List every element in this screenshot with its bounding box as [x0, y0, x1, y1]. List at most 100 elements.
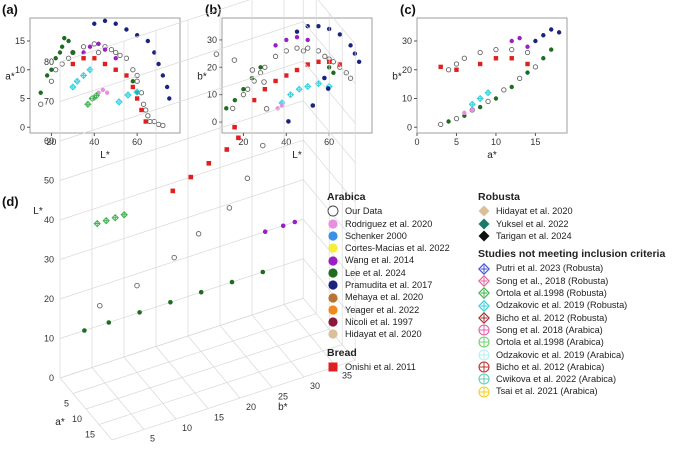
x-axis-label: L*: [292, 150, 302, 161]
legend-marker-icon: [478, 218, 490, 230]
legend-item-label: Ortola et al.1998 (Arabica): [496, 337, 604, 348]
series-onishi-et-al-2011: [170, 124, 241, 194]
data-point: [280, 223, 286, 229]
series-pramudita-et-al-2017: [92, 18, 172, 101]
z-tick-label: 60: [44, 136, 54, 146]
data-point: [493, 46, 499, 53]
legend-item: Lee et al. 2024: [327, 267, 450, 279]
y-tick-label: 30: [310, 381, 320, 391]
data-point: [106, 320, 112, 325]
data-point: [476, 94, 484, 103]
data-point-cross: [288, 92, 293, 97]
series-wang-et-al-2014: [273, 34, 310, 48]
legend-item-label: Lee et al. 2024: [345, 267, 406, 278]
data-point: [295, 85, 303, 93]
data-point-cross: [305, 84, 310, 89]
data-point: [130, 79, 136, 84]
data-point: [111, 214, 119, 222]
data-point: [240, 92, 247, 98]
data-point: [140, 101, 147, 107]
data-point: [188, 174, 194, 180]
y-tick-label: 20: [246, 402, 256, 412]
legend-item: Yeager et al. 2022: [327, 304, 450, 316]
x-tick-label: 5: [454, 137, 459, 147]
legend-marker-icon: [478, 274, 490, 287]
data-point: [87, 44, 93, 49]
legend-item-label: Nicoli et al. 1997: [345, 316, 413, 327]
y-axis-label: b*: [197, 72, 207, 83]
data-point-cross: [134, 89, 140, 95]
z-tick-label: 10: [44, 334, 54, 344]
legend-item-label: Pramudita et al. 2017: [345, 280, 433, 291]
legend-item-label: Tarigan et al. 2024: [496, 230, 572, 241]
panel-a: 20 40 60 0 5 10 15 L* a*: [5, 17, 181, 161]
data-point: [453, 115, 460, 122]
data-point: [230, 105, 236, 112]
data-point: [198, 289, 204, 295]
data-point: [305, 37, 310, 43]
panel-label: (d): [2, 194, 19, 209]
data-point: [549, 47, 554, 52]
data-point: [151, 118, 157, 125]
legend-item: Bicho et al. 2012 (Arabica): [478, 361, 665, 373]
y-axis-label: a*: [5, 72, 15, 83]
legend-item: Ortola et al.1998 (Arabica): [478, 336, 665, 348]
data-point: [113, 67, 118, 72]
data-point: [509, 56, 514, 61]
legend-item-label: Hidayat et al. 2020: [496, 206, 573, 217]
x-tick-label: 0: [414, 137, 419, 147]
data-point: [130, 67, 136, 73]
data-point: [244, 175, 251, 182]
legend-item-label: Odzakovic et al. 2019 (Robusta): [496, 300, 628, 311]
legend-item: Tsai et al. 2021 (Arabica): [478, 385, 665, 398]
legend-marker-icon: [478, 230, 490, 242]
data-point: [468, 100, 476, 108]
y-tick-label: 10: [182, 423, 192, 433]
data-point: [477, 49, 483, 56]
series-lee-et-al-2024: [38, 35, 140, 95]
legend-marker-icon: [328, 280, 338, 290]
legend-item-label: Rodriguez et al. 2020: [345, 218, 433, 229]
data-point-cross: [81, 73, 86, 78]
legend-marker-icon: [478, 262, 490, 275]
series-pramudita-et-al-2017: [294, 24, 362, 65]
y-tick-label: 15: [214, 413, 224, 423]
data-point: [485, 98, 491, 105]
grid-line: [59, 297, 304, 379]
data-point-cross: [121, 212, 127, 218]
data-point-cross: [477, 96, 483, 101]
y-tick-label: 35: [342, 371, 352, 381]
y-tick-label: 20: [207, 62, 217, 72]
data-point: [294, 45, 300, 51]
data-point: [261, 79, 267, 85]
legend-group-title: Studies not meeting inclusion criteria: [478, 248, 666, 261]
data-point: [70, 61, 76, 67]
legend-item-label: Wang et al. 2014: [345, 255, 415, 266]
data-point: [273, 78, 278, 84]
data-point: [525, 70, 530, 75]
data-point: [156, 61, 161, 67]
data-point: [81, 56, 86, 61]
legend-item: Tarigan et al. 2024: [478, 230, 665, 242]
data-point: [325, 86, 331, 91]
legend-marker-icon: [328, 243, 338, 253]
data-point: [38, 90, 43, 95]
data-point: [82, 328, 87, 333]
legend-marker-icon: [328, 362, 338, 372]
data-point: [241, 86, 246, 92]
series-wang-et-al-2014: [509, 35, 530, 49]
data-point: [541, 56, 546, 61]
legend-item: Yuksel et al. 2022: [478, 218, 665, 230]
series-wang-et-al-2014: [262, 219, 298, 234]
data-point: [260, 269, 266, 275]
data-point: [59, 44, 65, 49]
data-point: [130, 84, 136, 90]
data-point: [348, 43, 353, 48]
data-point-cross: [470, 102, 475, 107]
legend-item-label: Schenker 2000: [345, 230, 407, 241]
z-tick-label: 0: [49, 373, 54, 383]
legend-item: Rodriguez et al. 2020: [327, 218, 450, 230]
data-point: [224, 147, 230, 152]
data-point: [102, 61, 108, 67]
data-point: [258, 65, 263, 70]
